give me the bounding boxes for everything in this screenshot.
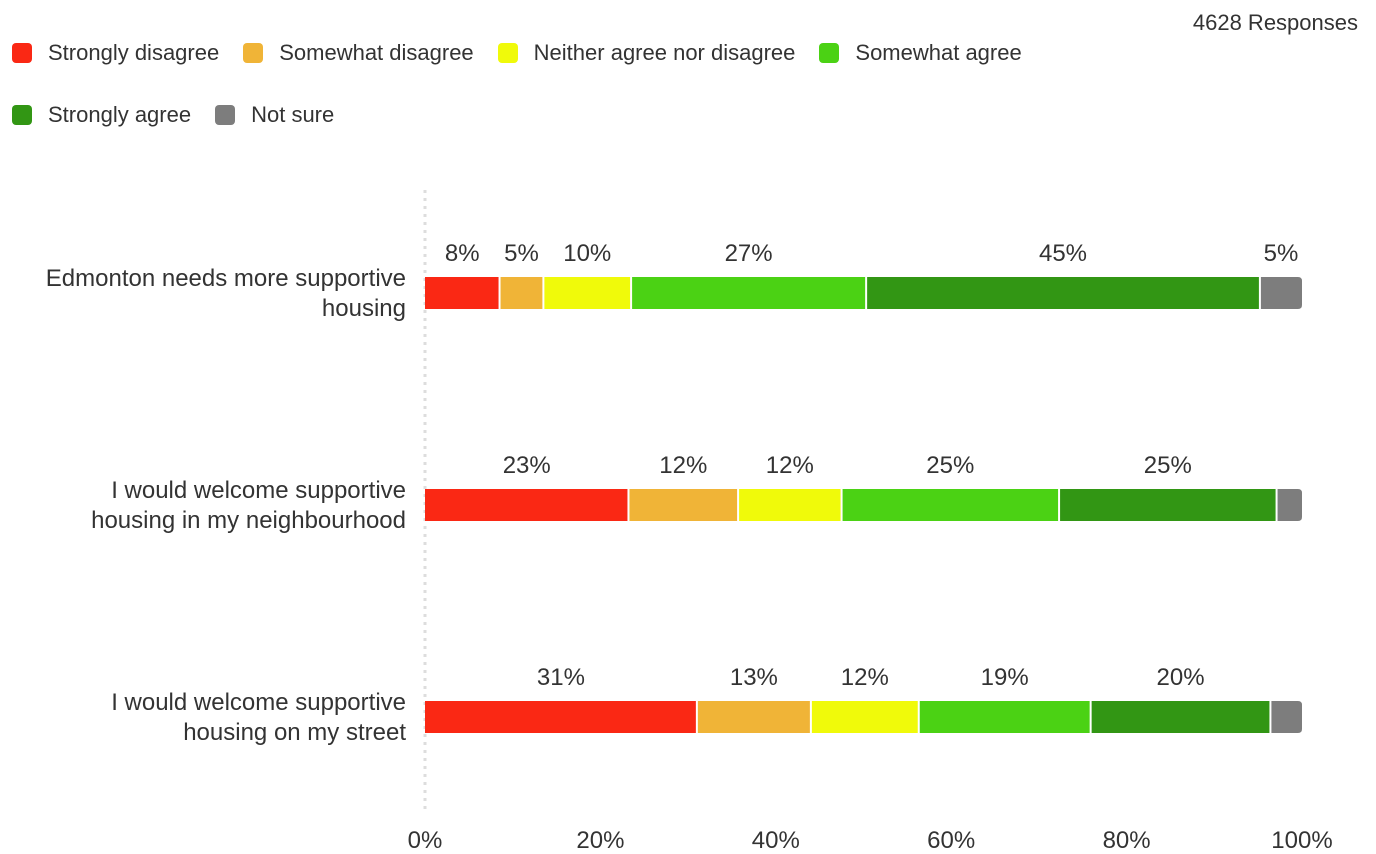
legend-swatch <box>12 105 32 125</box>
bar-segment <box>866 277 1260 309</box>
bar-segment <box>425 489 629 521</box>
legend-swatch <box>819 43 840 63</box>
data-label: 31% <box>537 664 585 691</box>
legend-item[interactable]: Not sure <box>215 100 334 130</box>
category-label: Edmonton needs more supportive <box>46 265 406 292</box>
data-label: 45% <box>1039 240 1087 267</box>
data-label: 12% <box>659 452 707 479</box>
legend-label: Somewhat disagree <box>279 40 474 65</box>
data-label: 13% <box>730 664 778 691</box>
legend-swatch <box>497 43 518 63</box>
data-label: 12% <box>841 664 889 691</box>
bar-segment <box>631 277 867 309</box>
bar-segment <box>841 489 1060 521</box>
bar-segment <box>425 277 500 309</box>
data-label: 8% <box>445 240 480 267</box>
bar-segment <box>810 701 919 733</box>
legend-label: Strongly agree <box>48 102 192 127</box>
bar-segment <box>628 489 739 521</box>
bar-segment <box>1259 277 1302 309</box>
data-label: 20% <box>1157 664 1205 691</box>
bar-segment <box>499 277 544 309</box>
legend-label: Neither agree nor disagree <box>533 40 796 65</box>
legend-swatch <box>215 105 236 125</box>
bar-segment <box>1270 701 1302 733</box>
bar-segment <box>1276 489 1302 521</box>
bar-segment <box>425 701 697 733</box>
x-tick-label: 0% <box>408 827 443 854</box>
category-label: I would welcome supportive <box>111 477 406 504</box>
data-label: 27% <box>725 240 773 267</box>
bar-segment <box>738 489 842 521</box>
category-label: housing on my street <box>183 719 406 746</box>
x-tick-label: 60% <box>927 827 975 854</box>
legend-swatch <box>243 43 264 63</box>
bar-segment <box>918 701 1091 733</box>
bar-segment <box>1090 701 1271 733</box>
bar-segment <box>1059 489 1277 521</box>
bar-segment <box>696 701 811 733</box>
legend-item[interactable]: Somewhat disagree <box>243 38 474 68</box>
legend-swatch <box>12 43 32 63</box>
x-tick-label: 20% <box>576 827 624 854</box>
data-label: 5% <box>504 240 539 267</box>
x-tick-label: 100% <box>1271 827 1332 854</box>
category-label: housing in my neighbourhood <box>91 507 406 534</box>
legend-item[interactable]: Neither agree nor disagree <box>497 38 796 68</box>
data-label: 19% <box>981 664 1029 691</box>
legend-item[interactable]: Strongly disagree <box>12 38 219 68</box>
legend-label: Not sure <box>251 102 335 127</box>
data-label: 25% <box>926 452 974 479</box>
category-label: housing <box>322 295 406 322</box>
chart-legend: Strongly disagree Somewhat disagree Neithe… <box>12 38 1192 130</box>
bar-segment <box>543 277 632 309</box>
x-tick-label: 40% <box>752 827 800 854</box>
data-label: 5% <box>1264 240 1299 267</box>
legend-item[interactable]: Strongly agree <box>12 100 191 130</box>
data-label: 25% <box>1144 452 1192 479</box>
legend-label: Strongly disagree <box>48 40 220 65</box>
legend-item[interactable]: Somewhat agree <box>819 38 1022 68</box>
data-label: 10% <box>563 240 611 267</box>
data-label: 12% <box>766 452 814 479</box>
category-label: I would welcome supportive <box>111 689 406 716</box>
x-tick-label: 80% <box>1103 827 1151 854</box>
response-count: 4628 Responses <box>1192 10 1358 35</box>
legend-label: Somewhat agree <box>855 40 1022 65</box>
data-label: 23% <box>503 452 551 479</box>
